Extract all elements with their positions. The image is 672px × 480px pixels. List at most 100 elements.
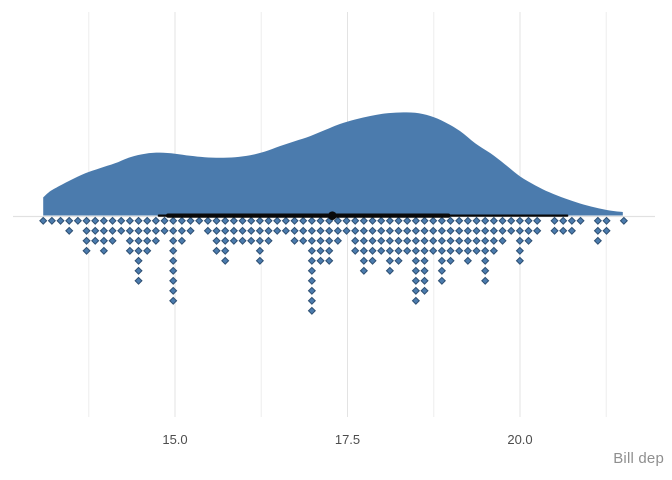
data-dot xyxy=(307,296,316,305)
data-dot xyxy=(507,226,516,235)
data-dot xyxy=(316,256,325,265)
data-dot xyxy=(489,236,498,245)
data-dot xyxy=(593,216,602,225)
data-dot xyxy=(420,256,429,265)
data-dot xyxy=(229,216,238,225)
data-dot xyxy=(463,236,472,245)
dotplot-dots xyxy=(39,216,628,315)
data-dot xyxy=(169,286,178,295)
data-dot xyxy=(533,226,542,235)
data-dot xyxy=(368,216,377,225)
data-dot xyxy=(229,236,238,245)
data-dot xyxy=(255,236,264,245)
data-dot xyxy=(437,256,446,265)
data-dot xyxy=(385,236,394,245)
data-dot xyxy=(134,256,143,265)
data-dot xyxy=(359,216,368,225)
data-dot xyxy=(437,266,446,275)
data-dot xyxy=(264,226,273,235)
data-dot xyxy=(212,236,221,245)
median-point xyxy=(328,211,337,220)
data-dot xyxy=(481,236,490,245)
data-dot xyxy=(411,266,420,275)
data-dot xyxy=(446,226,455,235)
data-dot xyxy=(221,226,230,235)
data-dot xyxy=(472,216,481,225)
data-dot xyxy=(533,216,542,225)
data-dot xyxy=(411,286,420,295)
density xyxy=(43,112,623,216)
data-dot xyxy=(134,266,143,275)
data-dot xyxy=(437,236,446,245)
data-dot xyxy=(593,226,602,235)
data-dot xyxy=(515,216,524,225)
data-dot xyxy=(247,226,256,235)
data-dot xyxy=(238,236,247,245)
data-dot xyxy=(255,246,264,255)
data-dot xyxy=(411,216,420,225)
data-dot xyxy=(212,216,221,225)
data-dot xyxy=(559,226,568,235)
data-dot xyxy=(91,226,100,235)
data-dot xyxy=(160,216,169,225)
data-dot xyxy=(411,226,420,235)
data-dot xyxy=(221,246,230,255)
data-dot xyxy=(212,246,221,255)
data-dot xyxy=(420,266,429,275)
data-dot xyxy=(463,226,472,235)
data-dot xyxy=(169,216,178,225)
data-dot xyxy=(307,276,316,285)
data-dot xyxy=(333,236,342,245)
data-dot xyxy=(264,216,273,225)
data-dot xyxy=(255,256,264,265)
data-dot xyxy=(151,226,160,235)
data-dot xyxy=(169,246,178,255)
data-dot xyxy=(117,216,126,225)
data-dot xyxy=(307,226,316,235)
data-dot xyxy=(134,226,143,235)
data-dot xyxy=(411,276,420,285)
data-dot xyxy=(325,256,334,265)
data-dot xyxy=(221,216,230,225)
x-tick-labels: 15.0 17.5 20.0 xyxy=(162,432,532,447)
data-dot xyxy=(567,216,576,225)
data-dot xyxy=(446,246,455,255)
data-dot xyxy=(515,236,524,245)
data-dot xyxy=(307,286,316,295)
data-dot xyxy=(403,246,412,255)
data-dot xyxy=(385,246,394,255)
data-dot xyxy=(498,216,507,225)
x-tick-label: 20.0 xyxy=(507,432,532,447)
data-dot xyxy=(368,256,377,265)
data-dot xyxy=(143,216,152,225)
data-dot xyxy=(125,216,134,225)
data-dot xyxy=(524,226,533,235)
data-dot xyxy=(550,226,559,235)
data-dot xyxy=(325,246,334,255)
data-dot xyxy=(125,236,134,245)
data-dot xyxy=(56,216,65,225)
data-dot xyxy=(99,246,108,255)
data-dot xyxy=(82,246,91,255)
data-dot xyxy=(134,246,143,255)
x-axis-title: Bill dep xyxy=(613,450,664,467)
data-dot xyxy=(524,236,533,245)
data-dot xyxy=(446,216,455,225)
data-dot xyxy=(47,216,56,225)
data-dot xyxy=(247,216,256,225)
data-dot xyxy=(411,296,420,305)
data-dot xyxy=(333,216,342,225)
data-dot xyxy=(385,216,394,225)
data-dot xyxy=(619,216,628,225)
data-dot xyxy=(524,216,533,225)
data-dot xyxy=(273,216,282,225)
data-dot xyxy=(481,256,490,265)
data-dot xyxy=(394,246,403,255)
data-dot xyxy=(420,276,429,285)
data-dot xyxy=(255,226,264,235)
data-dot xyxy=(394,216,403,225)
data-dot xyxy=(463,216,472,225)
data-dot xyxy=(307,246,316,255)
data-dot xyxy=(411,246,420,255)
data-dot xyxy=(576,216,585,225)
